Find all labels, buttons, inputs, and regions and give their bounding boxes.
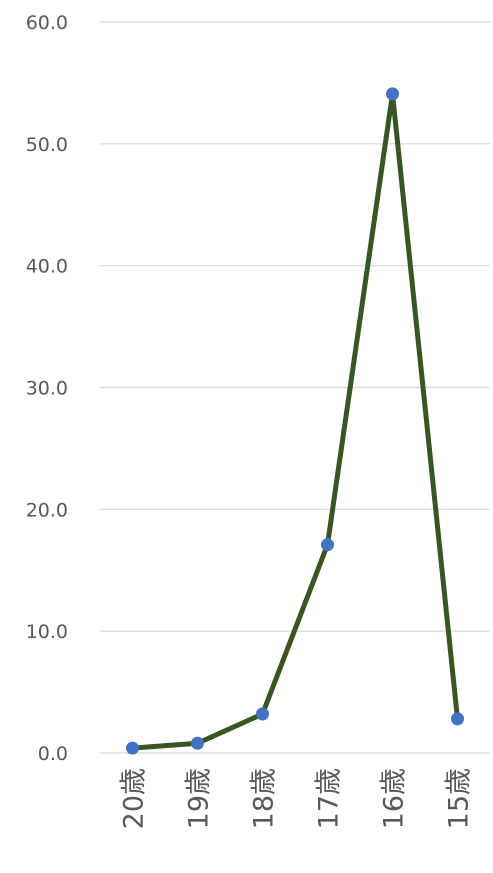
y-tick-label: 10.0 — [26, 621, 68, 643]
y-tick-label: 20.0 — [26, 499, 68, 521]
x-category-label: 17歳 — [314, 768, 345, 829]
y-tick-label: 40.0 — [26, 256, 68, 278]
x-category-label: 15歳 — [444, 768, 475, 829]
x-category-label: 18歳 — [249, 768, 280, 829]
data-point — [126, 741, 139, 755]
x-category-label: 20歳 — [119, 768, 150, 829]
data-point — [256, 707, 269, 721]
y-axis-tick-labels: 0.0 10.0 20.0 30.0 40.0 50.0 60.0 — [26, 12, 68, 765]
x-category-label: 16歳 — [379, 768, 410, 829]
gridlines — [100, 21, 490, 754]
series-line-layer — [130, 91, 460, 751]
series-line — [130, 91, 460, 751]
y-tick-label: 60.0 — [26, 12, 68, 34]
data-point — [191, 736, 204, 750]
data-point — [451, 712, 464, 726]
x-axis-category-labels: 20歳 19歳 18歳 17歳 16歳 15歳 — [119, 768, 475, 829]
x-category-label: 19歳 — [184, 768, 215, 829]
y-tick-label: 0.0 — [38, 743, 68, 765]
data-point — [386, 87, 399, 101]
y-tick-label: 50.0 — [26, 134, 68, 156]
data-points — [126, 87, 464, 755]
y-tick-label: 30.0 — [26, 378, 68, 400]
data-point — [321, 538, 334, 552]
